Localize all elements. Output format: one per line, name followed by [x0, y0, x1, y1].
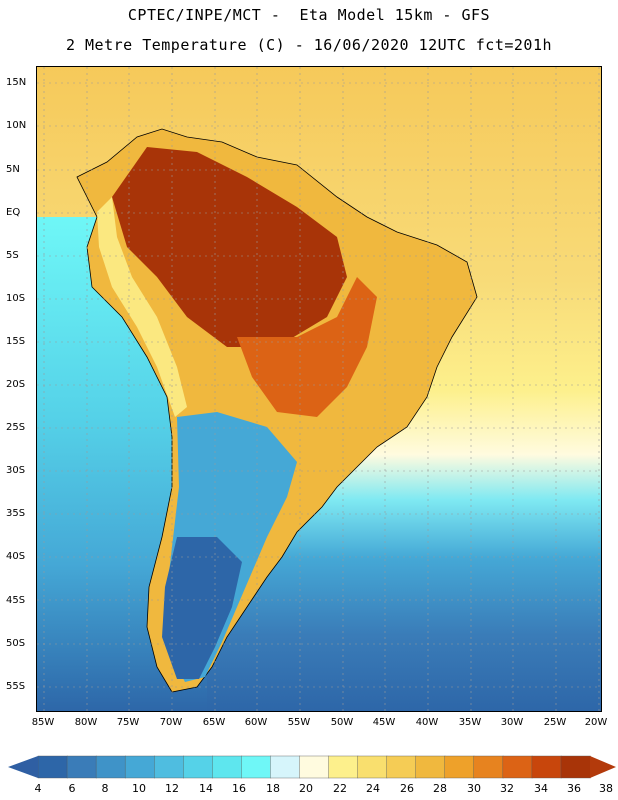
colorbar-label: 10	[132, 782, 146, 795]
temperature-map	[36, 66, 602, 712]
colorbar-label: 12	[165, 782, 179, 795]
lon-label-45w: 45W	[372, 717, 396, 728]
colorbar-swatch	[270, 755, 301, 779]
lon-label-25w: 25W	[543, 717, 567, 728]
lon-label-60w: 60W	[244, 717, 268, 728]
colorbar-label: 20	[299, 782, 313, 795]
colorbar-label: 24	[366, 782, 380, 795]
andes-cool-strip	[97, 197, 187, 417]
lat-label-30s: 30S	[6, 465, 26, 476]
colorbar-label: 6	[68, 782, 76, 795]
colorbar-label: 36	[567, 782, 581, 795]
colorbar-label: 26	[400, 782, 414, 795]
lat-label-15n: 15N	[6, 77, 27, 88]
lat-label-35s: 35S	[6, 508, 26, 519]
colorbar-swatch	[386, 755, 417, 779]
title-line-2: 2 Metre Temperature (C) - 16/06/2020 12U…	[65, 36, 553, 54]
colorbar-swatch	[37, 755, 68, 779]
colorbar-label: 8	[101, 782, 109, 795]
colorbar-label: 16	[232, 782, 246, 795]
colorbar-swatch	[444, 755, 475, 779]
colorbar-label: 38	[599, 782, 613, 795]
lat-label-eq: EQ	[6, 207, 21, 218]
lon-label-55w: 55W	[287, 717, 311, 728]
colorbar-label: 14	[199, 782, 213, 795]
lat-label-55s: 55S	[6, 681, 26, 692]
colorbar-label: 28	[433, 782, 447, 795]
colorbar-swatch	[154, 755, 184, 779]
colorbar-under-arrow	[8, 756, 38, 778]
colorbar-label: 34	[534, 782, 548, 795]
hot-region-amazon	[112, 147, 347, 347]
colorbar-swatch	[212, 755, 243, 779]
colorbar	[8, 755, 616, 779]
lat-label-10s: 10S	[6, 293, 26, 304]
colorbar-swatch	[328, 755, 359, 779]
lon-label-30w: 30W	[500, 717, 524, 728]
warm-region-cerrado	[237, 277, 377, 417]
lon-label-80w: 80W	[74, 717, 98, 728]
colorbar-label: 22	[333, 782, 347, 795]
lon-label-50w: 50W	[330, 717, 354, 728]
lat-label-50s: 50S	[6, 638, 26, 649]
colorbar-label: 32	[500, 782, 514, 795]
lat-label-40s: 40S	[6, 551, 26, 562]
colorbar-label: 4	[34, 782, 42, 795]
colorbar-swatch	[95, 755, 126, 779]
cold-region-patagonia	[162, 537, 242, 679]
colorbar-swatch	[357, 755, 388, 779]
lon-label-75w: 75W	[116, 717, 140, 728]
colorbar-over-arrow	[590, 756, 616, 778]
colorbar-swatch	[560, 755, 591, 779]
lat-label-25s: 25S	[6, 422, 26, 433]
colorbar-swatch	[241, 755, 272, 779]
lon-label-70w: 70W	[159, 717, 183, 728]
colorbar-label: 30	[467, 782, 481, 795]
lat-label-20s: 20S	[6, 379, 26, 390]
lon-label-35w: 35W	[458, 717, 482, 728]
colorbar-swatch	[183, 755, 214, 779]
colorbar-label: 18	[266, 782, 280, 795]
lon-label-40w: 40W	[415, 717, 439, 728]
lon-label-85w: 85W	[31, 717, 55, 728]
colorbar-swatch	[531, 755, 562, 779]
lat-label-5s: 5S	[6, 250, 19, 261]
lat-label-45s: 45S	[6, 595, 26, 606]
colorbar-swatch	[502, 755, 533, 779]
colorbar-swatch	[124, 755, 155, 779]
lat-label-5n: 5N	[6, 164, 20, 175]
colorbar-swatch	[66, 755, 97, 779]
colorbar-swatch	[473, 755, 504, 779]
lon-label-20w: 20W	[584, 717, 608, 728]
colorbar-swatch	[299, 755, 330, 779]
map-grid	[37, 67, 601, 711]
title-line-1: CPTEC/INPE/MCT - Eta Model 15km - GFS	[127, 6, 491, 24]
map-canvas	[37, 67, 601, 711]
lon-label-65w: 65W	[202, 717, 226, 728]
lat-label-10n: 10N	[6, 120, 27, 131]
lat-label-15s: 15S	[6, 336, 26, 347]
colorbar-swatch	[415, 755, 446, 779]
